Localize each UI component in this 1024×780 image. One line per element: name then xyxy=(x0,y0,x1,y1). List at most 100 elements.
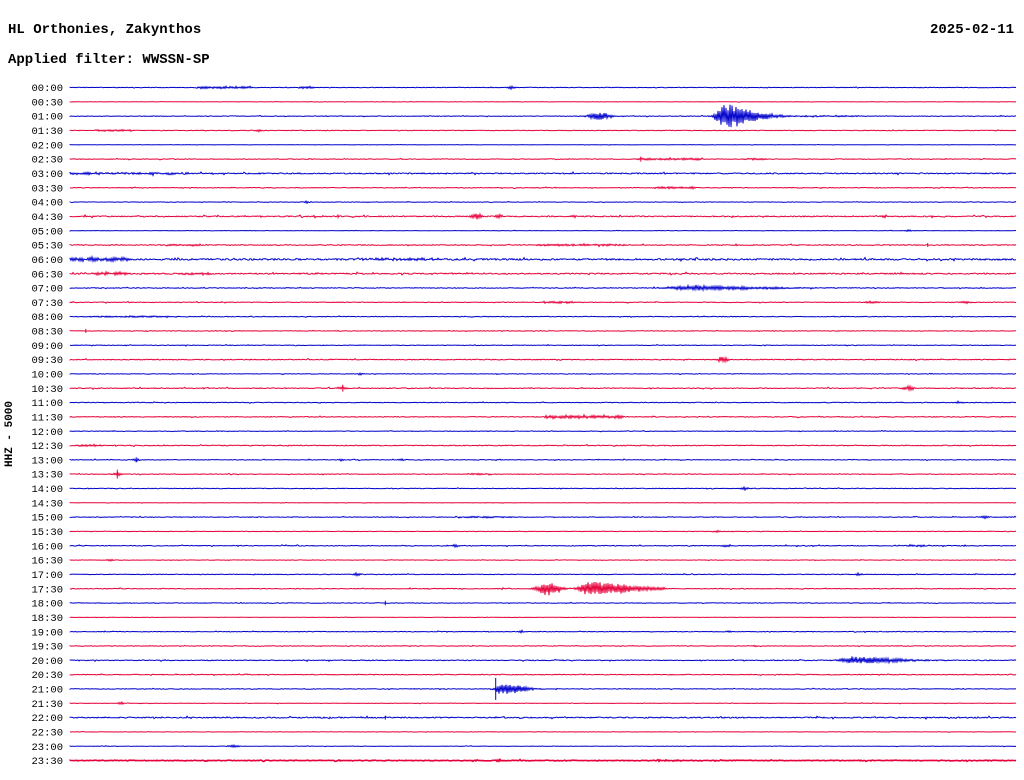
trace-time-label: 02:00 xyxy=(31,140,63,152)
trace-row-1500 xyxy=(69,514,1017,520)
trace-row-0930 xyxy=(69,355,1017,364)
trace-row-1930 xyxy=(69,644,1017,648)
trace-row-1230 xyxy=(69,443,1017,448)
trace-time-label: 15:30 xyxy=(31,527,63,539)
trace-time-label: 21:30 xyxy=(31,699,63,711)
trace-time-label: 16:00 xyxy=(31,541,63,553)
filter-label: Applied filter: WWSSN-SP xyxy=(8,52,210,68)
trace-row-1130 xyxy=(69,413,1017,421)
trace-time-label: 20:00 xyxy=(31,656,63,668)
trace-row-2000 xyxy=(69,656,1017,665)
trace-time-label: 21:00 xyxy=(31,685,63,697)
date-label: 2025-02-11 xyxy=(929,22,1014,38)
trace-time-label: 06:30 xyxy=(31,269,63,281)
trace-row-1630 xyxy=(69,558,1017,562)
trace-row-0800 xyxy=(69,315,1017,319)
trace-time-label: 14:00 xyxy=(31,484,63,496)
trace-time-label: 22:30 xyxy=(31,728,63,740)
trace-time-label: 05:00 xyxy=(31,226,63,238)
trace-row-0500 xyxy=(69,228,1017,233)
trace-row-1600 xyxy=(69,543,1017,549)
trace-row-0200 xyxy=(69,143,1017,146)
trace-row-2300 xyxy=(69,743,1017,749)
trace-time-label: 05:30 xyxy=(31,241,63,253)
trace-time-label: 09:00 xyxy=(31,341,63,353)
trace-time-label: 07:30 xyxy=(31,298,63,310)
trace-row-1300 xyxy=(69,457,1017,463)
station-title: HL Orthonies, Zakynthos xyxy=(8,22,202,38)
trace-row-1100 xyxy=(69,400,1017,405)
trace-row-2100 xyxy=(69,684,1017,694)
trace-row-0230 xyxy=(69,156,1016,162)
trace-row-0900 xyxy=(69,343,1017,347)
trace-time-label: 04:30 xyxy=(31,212,63,224)
trace-time-label: 01:00 xyxy=(31,112,63,124)
trace-time-label: 10:00 xyxy=(31,370,63,382)
trace-time-label: 18:30 xyxy=(31,613,63,625)
trace-row-2230 xyxy=(69,730,1016,733)
trace-row-0630 xyxy=(69,270,1017,277)
trace-row-1800 xyxy=(69,601,1017,605)
trace-time-label: 06:00 xyxy=(31,255,63,267)
trace-time-label: 19:30 xyxy=(31,642,63,654)
trace-time-label: 18:00 xyxy=(31,599,63,611)
trace-time-label: 03:00 xyxy=(31,169,63,181)
trace-time-label: 14:30 xyxy=(31,498,63,510)
trace-time-label: 00:00 xyxy=(31,83,63,95)
trace-row-1330 xyxy=(69,471,1017,477)
trace-row-0830 xyxy=(69,329,1017,333)
trace-time-label: 20:30 xyxy=(31,670,63,682)
trace-row-0430 xyxy=(69,212,1017,220)
trace-row-0530 xyxy=(69,242,1017,248)
trace-time-label: 17:30 xyxy=(31,584,63,596)
trace-row-2130 xyxy=(69,700,1017,706)
trace-row-2030 xyxy=(69,673,1017,677)
trace-time-label: 16:30 xyxy=(31,556,63,568)
trace-time-label: 10:30 xyxy=(31,384,63,396)
trace-time-label: 17:00 xyxy=(31,570,63,582)
trace-time-label: 23:30 xyxy=(31,756,63,768)
trace-row-0600 xyxy=(69,254,1017,264)
trace-time-label: 11:00 xyxy=(31,398,63,410)
trace-row-1700 xyxy=(69,571,1017,577)
trace-row-1730 xyxy=(69,581,1017,596)
trace-time-label: 15:00 xyxy=(31,513,63,525)
trace-row-1900 xyxy=(69,629,1017,634)
trace-row-1400 xyxy=(69,485,1017,492)
trace-time-label: 07:00 xyxy=(31,284,63,296)
trace-row-0730 xyxy=(69,300,1017,305)
trace-row-0300 xyxy=(69,171,1017,177)
trace-row-1200 xyxy=(69,429,1017,433)
trace-time-label: 13:30 xyxy=(31,470,63,482)
trace-row-0700 xyxy=(69,283,1017,292)
trace-time-label: 12:00 xyxy=(31,427,63,439)
trace-time-label: 09:30 xyxy=(31,355,63,367)
trace-time-label: 08:30 xyxy=(31,327,63,339)
trace-row-1530 xyxy=(69,529,1016,534)
trace-time-label: 13:00 xyxy=(31,455,63,467)
trace-time-label: 23:00 xyxy=(31,742,63,754)
trace-row-2200 xyxy=(69,715,1017,721)
trace-row-0000 xyxy=(69,85,1017,91)
trace-row-2330 xyxy=(69,758,1016,763)
trace-row-0100 xyxy=(69,104,1017,128)
trace-row-1000 xyxy=(69,372,1016,376)
trace-time-label: 03:30 xyxy=(31,183,63,195)
trace-row-1830 xyxy=(69,616,1017,619)
trace-time-label: 01:30 xyxy=(31,126,63,138)
trace-time-label: 19:00 xyxy=(31,627,63,639)
trace-time-label: 02:30 xyxy=(31,155,63,167)
trace-time-label: 04:00 xyxy=(31,198,63,210)
trace-row-0330 xyxy=(69,185,1017,191)
trace-row-1430 xyxy=(69,501,1017,504)
trace-row-0400 xyxy=(69,200,1017,205)
trace-row-1030 xyxy=(69,384,1017,392)
trace-time-label: 08:00 xyxy=(31,312,63,324)
trace-time-label: 22:00 xyxy=(31,713,63,725)
trace-row-0130 xyxy=(69,128,1017,133)
trace-time-label: 11:30 xyxy=(31,413,63,425)
trace-time-label: 00:30 xyxy=(31,97,63,109)
trace-row-0030 xyxy=(69,100,1017,103)
trace-time-label: 12:30 xyxy=(31,441,63,453)
